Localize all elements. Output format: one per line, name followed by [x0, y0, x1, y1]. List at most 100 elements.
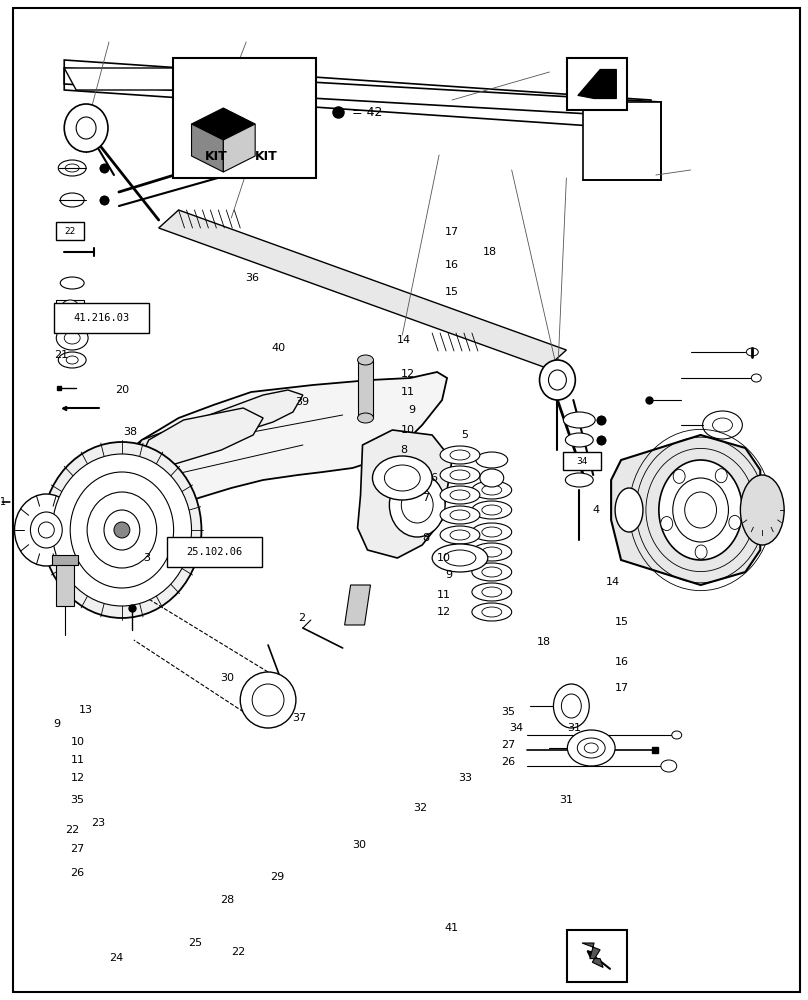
Text: 37: 37 — [292, 713, 306, 723]
Polygon shape — [86, 372, 447, 550]
Ellipse shape — [563, 412, 595, 428]
Ellipse shape — [695, 459, 722, 481]
Ellipse shape — [482, 607, 502, 617]
Ellipse shape — [482, 587, 502, 597]
Text: 12: 12 — [70, 773, 85, 783]
Text: 31: 31 — [559, 795, 573, 805]
Polygon shape — [611, 435, 760, 585]
Text: 30: 30 — [352, 840, 367, 850]
Ellipse shape — [703, 465, 714, 475]
Text: 27: 27 — [501, 740, 516, 750]
Text: 26: 26 — [70, 868, 85, 878]
Text: 12: 12 — [401, 369, 415, 379]
Text: 16: 16 — [615, 657, 629, 667]
Ellipse shape — [472, 543, 511, 561]
Polygon shape — [64, 68, 248, 90]
Text: 11: 11 — [401, 387, 415, 397]
Text: 22: 22 — [65, 825, 79, 835]
Ellipse shape — [482, 485, 502, 495]
Text: 35: 35 — [501, 707, 515, 717]
Bar — [54, 303, 149, 333]
Ellipse shape — [440, 526, 480, 544]
Text: 8: 8 — [423, 533, 430, 543]
Text: 7: 7 — [423, 493, 430, 503]
Text: 14: 14 — [397, 335, 410, 345]
Ellipse shape — [740, 475, 784, 545]
Ellipse shape — [695, 545, 707, 559]
Text: 27: 27 — [70, 844, 85, 854]
Ellipse shape — [240, 672, 296, 728]
Ellipse shape — [372, 456, 432, 500]
Ellipse shape — [549, 370, 566, 390]
Text: 22: 22 — [65, 227, 76, 235]
Ellipse shape — [566, 433, 593, 447]
Text: 35: 35 — [70, 795, 85, 805]
Bar — [567, 58, 627, 110]
Polygon shape — [223, 124, 255, 172]
Ellipse shape — [104, 510, 140, 550]
Text: 18: 18 — [537, 637, 550, 647]
Ellipse shape — [358, 413, 373, 423]
Ellipse shape — [64, 332, 80, 344]
Ellipse shape — [114, 522, 130, 538]
Text: 4: 4 — [593, 505, 600, 515]
Ellipse shape — [482, 505, 502, 515]
Ellipse shape — [450, 490, 470, 500]
Ellipse shape — [472, 501, 511, 519]
Text: = 42: = 42 — [352, 105, 382, 118]
Ellipse shape — [472, 563, 511, 581]
Text: 11: 11 — [70, 755, 85, 765]
Ellipse shape — [472, 603, 511, 621]
Ellipse shape — [713, 418, 732, 432]
Ellipse shape — [715, 469, 727, 483]
Ellipse shape — [450, 450, 470, 460]
Text: 21: 21 — [54, 350, 69, 360]
Text: KIT: KIT — [204, 150, 228, 163]
Polygon shape — [345, 585, 371, 625]
Text: 17: 17 — [615, 683, 629, 693]
Ellipse shape — [703, 411, 743, 439]
Ellipse shape — [671, 731, 682, 739]
Ellipse shape — [440, 466, 480, 484]
Text: 10: 10 — [437, 553, 451, 563]
Text: 18: 18 — [482, 247, 497, 257]
Bar — [167, 537, 262, 567]
Text: 10: 10 — [70, 737, 85, 747]
Ellipse shape — [472, 523, 511, 541]
Ellipse shape — [577, 738, 605, 758]
Polygon shape — [64, 60, 651, 130]
Text: 3: 3 — [143, 553, 149, 563]
Text: 5: 5 — [461, 430, 468, 440]
Polygon shape — [191, 124, 223, 172]
Ellipse shape — [751, 374, 761, 382]
Ellipse shape — [440, 486, 480, 504]
Polygon shape — [578, 69, 617, 99]
Ellipse shape — [562, 694, 581, 718]
Ellipse shape — [440, 446, 480, 464]
Polygon shape — [64, 68, 661, 118]
Ellipse shape — [58, 352, 86, 368]
Text: 17: 17 — [445, 227, 459, 237]
Bar — [567, 930, 627, 982]
Ellipse shape — [76, 117, 96, 139]
Ellipse shape — [61, 193, 84, 207]
Ellipse shape — [480, 469, 503, 487]
Text: 28: 28 — [220, 895, 234, 905]
Text: 34: 34 — [577, 456, 588, 466]
Text: 33: 33 — [458, 773, 473, 783]
Ellipse shape — [66, 356, 78, 364]
Ellipse shape — [584, 743, 598, 753]
Text: 6: 6 — [431, 473, 437, 483]
Text: 15: 15 — [445, 287, 459, 297]
Ellipse shape — [567, 730, 615, 766]
Text: 9: 9 — [53, 719, 60, 729]
Polygon shape — [132, 390, 303, 462]
Text: 26: 26 — [501, 757, 516, 767]
Text: 32: 32 — [413, 803, 427, 813]
Text: 34: 34 — [509, 723, 524, 733]
Polygon shape — [583, 102, 661, 180]
Text: 8: 8 — [401, 445, 408, 455]
Ellipse shape — [450, 530, 470, 540]
Text: 39: 39 — [296, 397, 309, 407]
Text: 23: 23 — [91, 818, 106, 828]
